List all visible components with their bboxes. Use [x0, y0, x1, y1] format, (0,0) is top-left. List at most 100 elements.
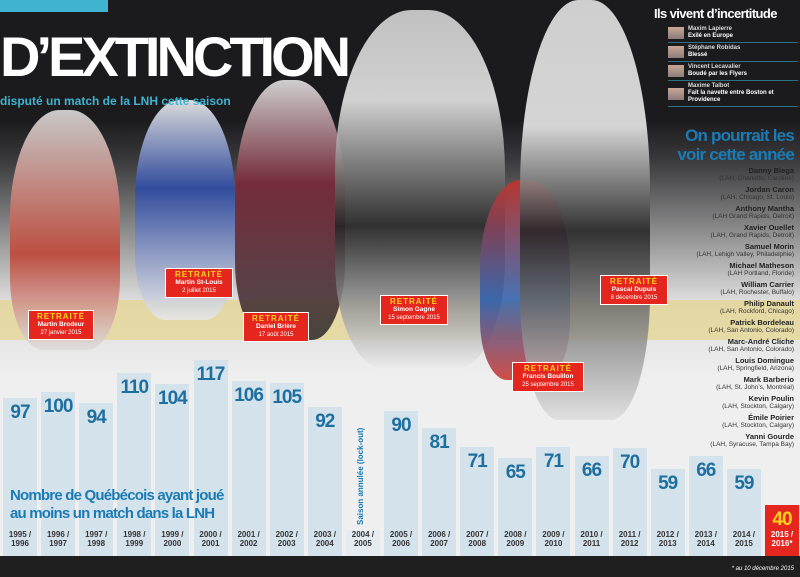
- retired-name: Simon Gagné: [393, 306, 435, 313]
- season-label: 2004 / 2005: [351, 530, 375, 548]
- season-label: 2015 / 2016*: [765, 530, 799, 548]
- side-item-text: Maxime Talbot Fait la navette entre Bosto…: [688, 83, 798, 104]
- prospect-name: Émile Poirier: [748, 413, 794, 422]
- prospect-item: Émile Poirier (LAH, Stockton, Calgary): [662, 414, 794, 430]
- bar-value-label: 81: [429, 431, 450, 453]
- bar-value-label: 71: [467, 450, 488, 472]
- season-label: 2010 / 2011: [580, 530, 603, 548]
- bar-value-label: 40: [772, 508, 792, 530]
- season-label: 2013 / 2014: [694, 530, 717, 548]
- prospect-name: Philip Danault: [743, 299, 794, 308]
- prospect-team: (LAH, Chicago, St. Louis): [720, 194, 794, 201]
- bar-value-label: 65: [505, 461, 526, 483]
- retired-date: 15 septembre 2015: [388, 315, 440, 321]
- prospect-team: (LAH Portland, Floride): [727, 270, 794, 277]
- side-item-status: Exilé en Europe: [688, 33, 734, 39]
- prospect-item: Patrick Bordeleau (LAH, San Antonio, Colo…: [662, 319, 794, 335]
- bar-value-label: 94: [86, 407, 107, 429]
- bar-value-label: 97: [10, 401, 30, 423]
- prospect-item: Yanni Gourde (LAH, Syracuse, Tampa Bay): [662, 433, 794, 449]
- panel-title: Ils vivent d’incertitude: [654, 6, 777, 21]
- bar-column: 104: [155, 384, 190, 556]
- prospect-item: Xavier Ouellet (LAH, Grand Rapids, Detroi…: [662, 224, 794, 240]
- season-label: 2012 / 2013: [656, 530, 679, 548]
- player-photo: [520, 0, 650, 420]
- bar-value-label: 59: [734, 473, 754, 495]
- bar-column: 117: [193, 360, 228, 556]
- season-label: 2005 / 2006: [389, 530, 413, 548]
- bar-column: 70: [612, 448, 647, 556]
- bar-value-label: 110: [120, 377, 149, 399]
- side-item: Maxime Talbot Fait la navette entre Bosto…: [668, 81, 798, 107]
- side-item-name: Maxim Lapierre: [688, 26, 733, 32]
- prospect-name: Mark Barberio: [743, 375, 794, 384]
- retired-name: Martin St-Louis: [175, 279, 223, 286]
- season-label: 1998 / 1999: [123, 530, 146, 548]
- prospect-item: Anthony Mantha (LAH Grand Rapids, Detroit…: [662, 205, 794, 221]
- season-label: 2006 / 2007: [427, 530, 451, 548]
- bar-column: 100: [41, 392, 76, 556]
- prospect-name: Patrick Bordeleau: [730, 318, 794, 327]
- bar-column: 90: [384, 410, 418, 556]
- retired-date: 17 août 2015: [258, 332, 294, 338]
- season-label: 2000 / 2001: [199, 530, 222, 548]
- footnote: * au 10 décembre 2015: [731, 566, 794, 572]
- player-photo: [235, 80, 345, 340]
- prospect-item: Michael Matheson (LAH Portland, Floride): [662, 262, 794, 278]
- prospect-name: Anthony Mantha: [735, 204, 794, 213]
- bar-value-label: 71: [543, 450, 564, 472]
- prospect-team: (LAH, Stockton, Calgary): [722, 422, 794, 429]
- prospect-name: Kevin Poulin: [748, 394, 794, 403]
- bar-value-label: 100: [43, 396, 74, 417]
- retired-label: RETRAITÉ: [252, 314, 300, 323]
- retired-badge: RETRAITÉ Martin St-Louis 2 juillet 2015: [165, 268, 233, 298]
- player-thumbnail: [668, 46, 684, 58]
- prospect-name: Michael Matheson: [729, 261, 794, 270]
- prospect-name: William Carrier: [741, 280, 794, 289]
- bar-value-label: 70: [620, 452, 640, 474]
- bar-value-label: 117: [196, 364, 226, 386]
- retired-name: Daniel Brière: [255, 323, 297, 330]
- retired-date: 8 décembre 2015: [610, 295, 658, 301]
- prospect-item: Samuel Morin (LAH, Lehigh Valley, Philade…: [662, 243, 794, 259]
- prospects-panel: On pourrait les voir cette année Danny B…: [662, 126, 794, 449]
- prospect-team: (LAH, Springfield, Arizona): [717, 365, 794, 372]
- prospect-name: Louis Domingue: [735, 356, 794, 365]
- bar-column: 105: [269, 382, 304, 556]
- prospect-team: (LAH, Stockton, Calgary): [722, 403, 794, 410]
- season-label: 2001 / 2002: [237, 530, 260, 548]
- retired-label: RETRAITÉ: [390, 297, 438, 306]
- prospect-name: Yanni Gourde: [745, 432, 794, 441]
- bar-value-label: 90: [391, 414, 411, 436]
- side-item: Maxim Lapierre Exilé en Europe: [668, 24, 798, 43]
- prospect-item: Marc-André Cliche (LAH, San Antonio, Colo…: [662, 338, 794, 354]
- season-label: 2007 / 2008: [466, 530, 489, 548]
- retired-label: RETRAITÉ: [524, 364, 572, 373]
- prospect-name: Samuel Morin: [744, 242, 794, 251]
- uncertain-players-list: Maxim Lapierre Exilé en Europe Stéphane Ro…: [654, 24, 798, 107]
- retired-name: Martin Brodeur: [37, 321, 85, 328]
- retired-badge: RETRAITÉ Pascal Dupuis 8 décembre 2015: [600, 275, 668, 305]
- prospect-item: Jordan Caron (LAH, Chicago, St. Louis): [662, 186, 794, 202]
- season-label: 2002 / 2003: [275, 530, 298, 548]
- prospect-team: (LAH, Syracuse, Tampa Bay): [710, 441, 794, 448]
- accent-bar: [0, 0, 108, 12]
- bar-column: 106: [231, 380, 266, 556]
- prospect-team: (LAH, Rockford, Chicago): [719, 308, 794, 315]
- bar-column: 81: [422, 427, 457, 556]
- bar-column: 59: [726, 469, 761, 556]
- bar-column: 66: [688, 455, 723, 556]
- bar-column: 97: [3, 397, 37, 556]
- retired-label: RETRAITÉ: [175, 270, 223, 279]
- season-label: 2009 / 2010: [542, 530, 565, 548]
- retired-badge: RETRAITÉ Daniel Brière 17 août 2015: [243, 312, 309, 342]
- season-label: 2014 / 2015: [732, 530, 756, 548]
- retired-date: 2 juillet 2015: [182, 288, 216, 294]
- prospects-list: Danny Biega (LAH, Charlotte, Caroline) Jor…: [662, 167, 794, 449]
- side-item-name: Stéphane Robidas: [688, 45, 741, 51]
- prospect-name: Marc-André Cliche: [727, 337, 794, 346]
- bar-column: 71: [536, 446, 571, 556]
- prospect-team: (LAH, St. John’s, Montréal): [716, 384, 794, 391]
- retired-badge: RETRAITÉ Martin Brodeur 27 janvier 2015: [28, 310, 94, 340]
- prospect-team: (LAH, Charlotte, Caroline): [719, 175, 794, 182]
